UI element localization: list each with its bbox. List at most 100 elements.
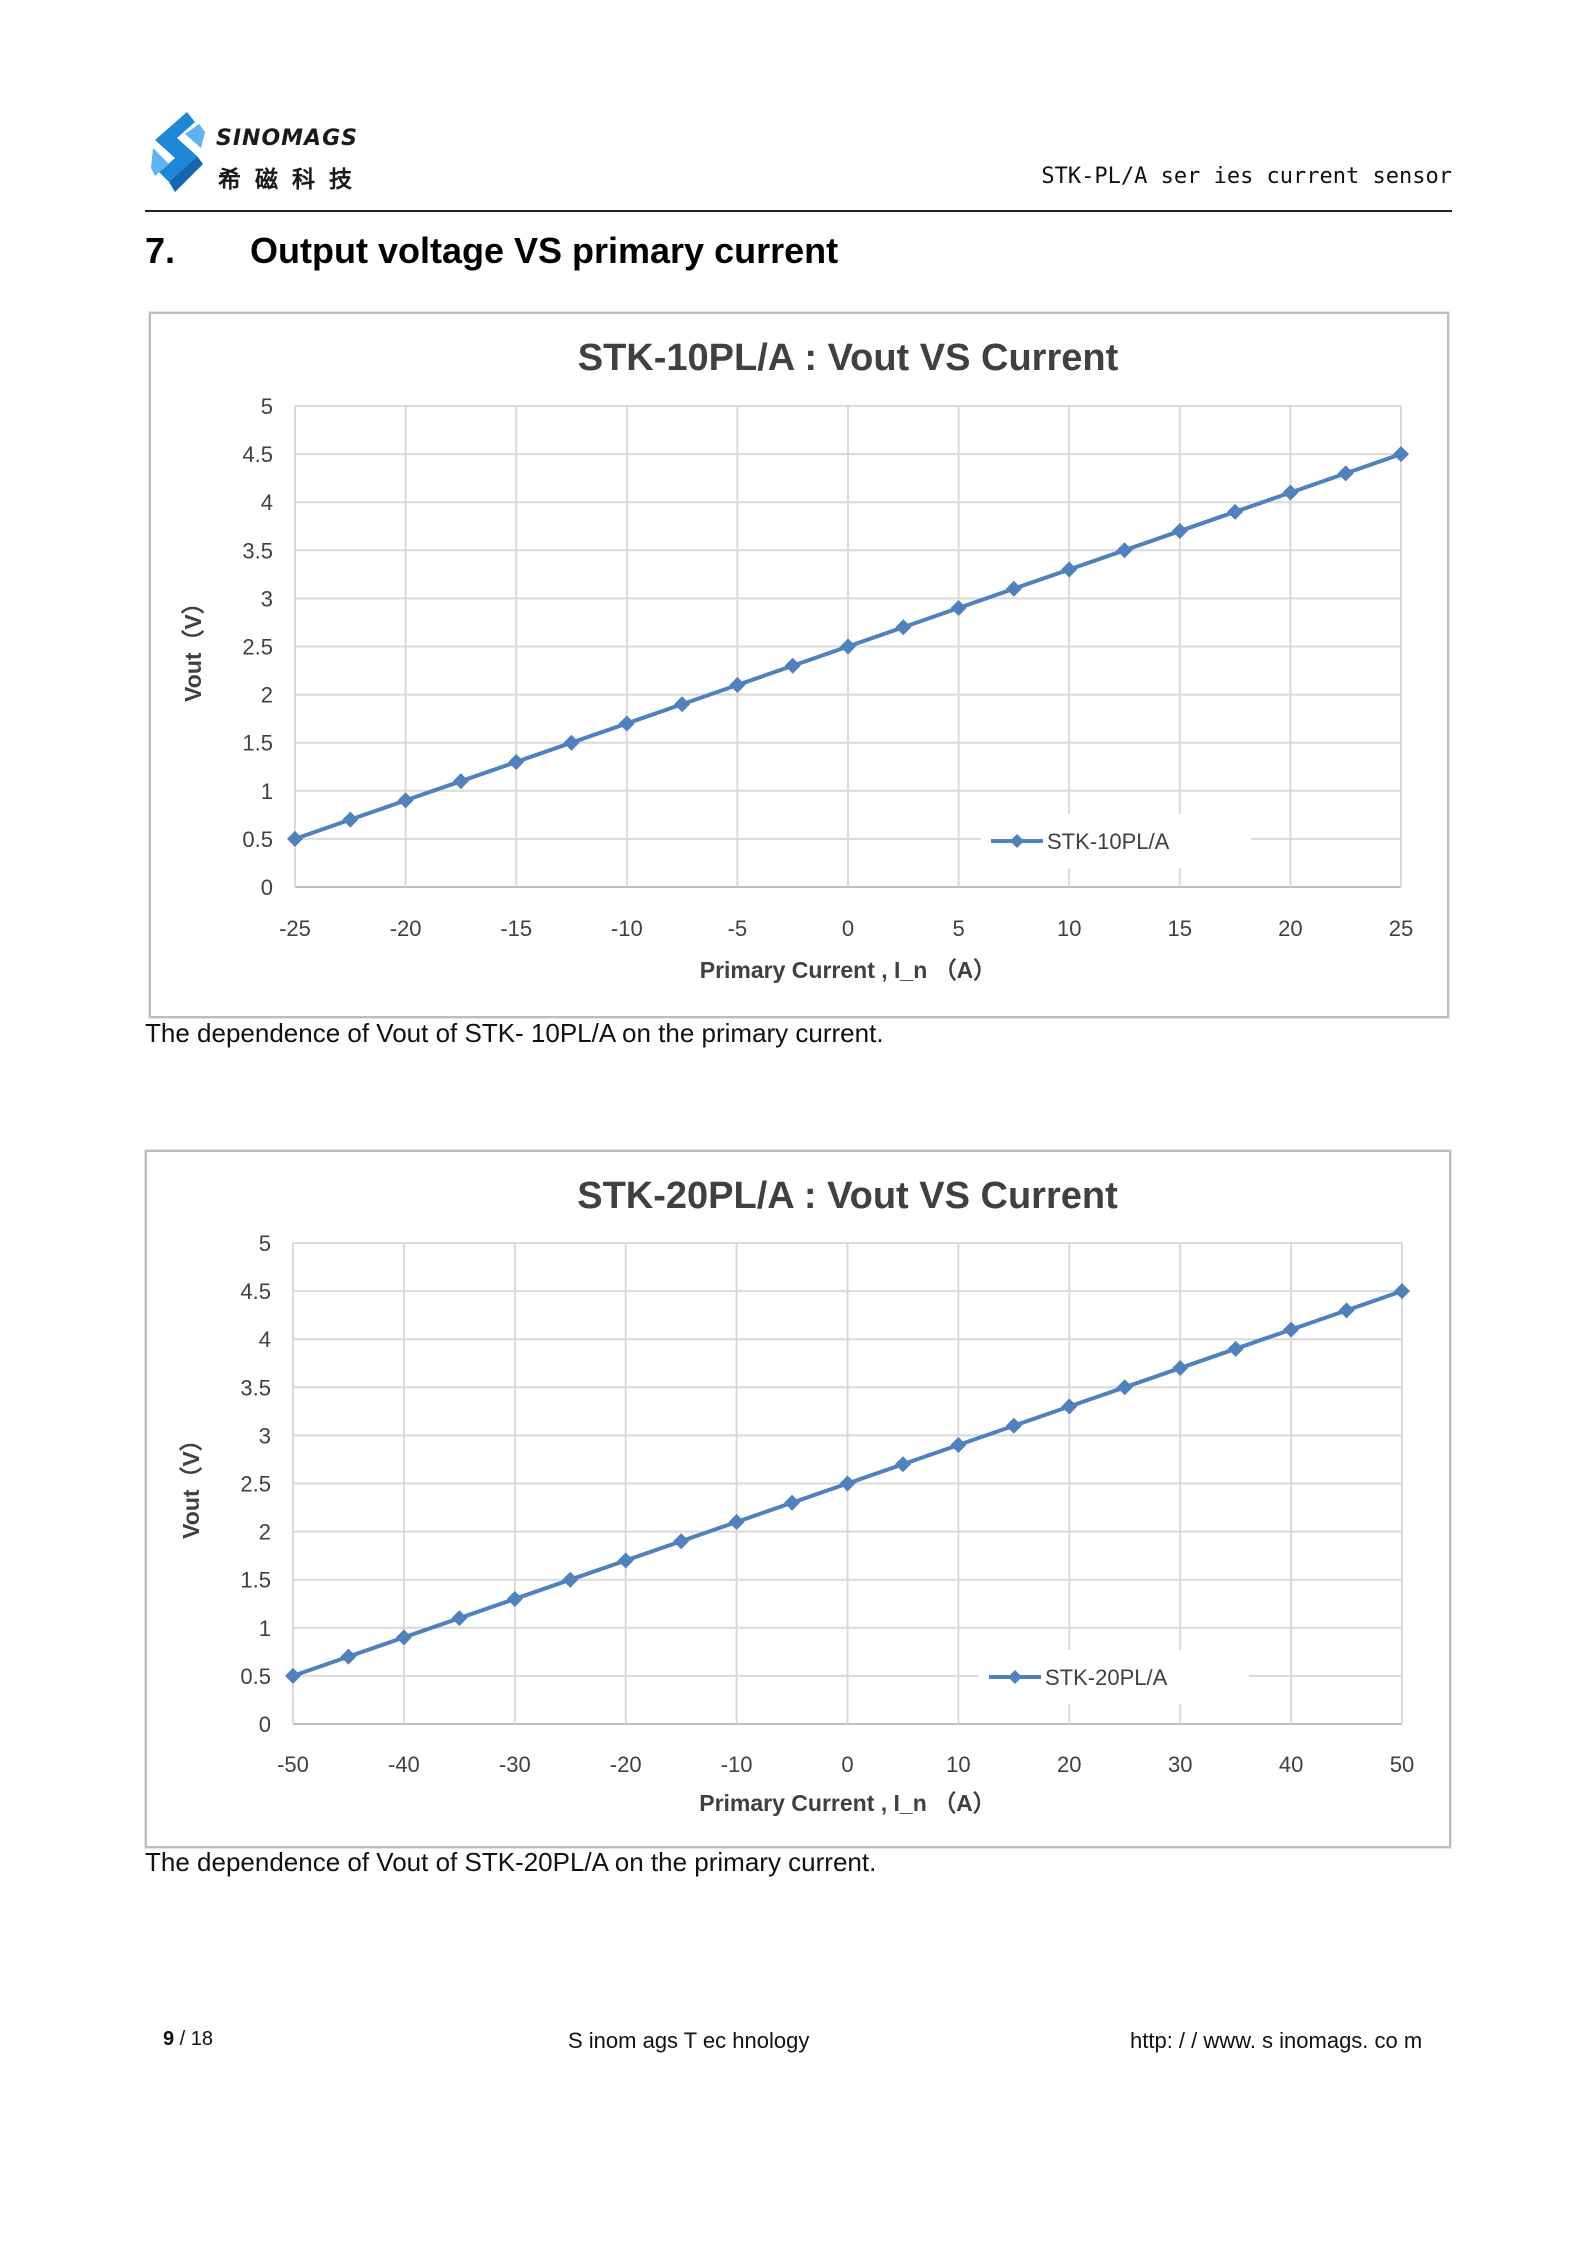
data-point — [452, 773, 469, 790]
data-point — [340, 1648, 357, 1665]
x-tick-label: -5 — [728, 916, 748, 941]
data-point — [728, 1513, 745, 1530]
x-tick-label: -50 — [277, 1752, 309, 1777]
chart-title: STK-20PL/A : Vout VS Current — [577, 1175, 1118, 1217]
x-tick-label: 10 — [1057, 916, 1081, 941]
data-point — [618, 715, 635, 732]
legend-label: STK-20PL/A — [1045, 1665, 1168, 1690]
x-tick-label: 0 — [841, 1752, 853, 1777]
data-point — [729, 676, 746, 693]
data-point — [674, 696, 691, 713]
chart-20pl-svg: STK-20PL/A : Vout VS Current 0 0.5 1 1.5 2 2.5… — [178, 1175, 1414, 1816]
y-tick-label: 3.5 — [242, 538, 273, 563]
y-tick-label: 4 — [259, 1327, 271, 1352]
x-tick-label: 50 — [1390, 1752, 1414, 1777]
y-tick-label: 0 — [261, 875, 273, 900]
data-point — [506, 1590, 523, 1607]
data-point — [563, 734, 580, 751]
data-point — [1227, 1340, 1244, 1357]
legend-swatch-marker — [1010, 834, 1024, 848]
x-tick-label: -10 — [611, 916, 643, 941]
data-point — [1171, 523, 1188, 540]
x-tick-label: 30 — [1168, 1752, 1192, 1777]
data-point — [508, 753, 525, 770]
data-point — [1283, 1321, 1300, 1338]
footer-url: http: / / www. s inomags. co m — [1130, 2028, 1423, 2053]
y-tick-label: 3 — [259, 1423, 271, 1448]
data-point — [1005, 1417, 1022, 1434]
data-point — [1061, 1398, 1078, 1415]
y-tick-label: 0.5 — [240, 1664, 271, 1689]
y-tick-label: 5 — [259, 1231, 271, 1256]
data-point — [673, 1533, 690, 1550]
x-tick-label: 20 — [1278, 916, 1302, 941]
y-tick-label: 5 — [261, 394, 273, 419]
chart-20pl: STK-20PL/A : Vout VS Current 0 0.5 1 1.5 2 2.5… — [145, 1150, 1451, 1848]
footer-company: S inom ags T ec hnology — [568, 2028, 810, 2053]
x-tick-label: 15 — [1168, 916, 1192, 941]
page-header: SINOMAGS 希磁科技 STK-PL/A ser ies current s… — [145, 108, 1452, 212]
legend-label: STK-10PL/A — [1047, 829, 1170, 854]
y-tick-label: 3.5 — [240, 1375, 271, 1400]
data-point — [1282, 484, 1299, 501]
data-point — [562, 1571, 579, 1588]
data-point — [840, 638, 856, 655]
x-tick-label: -10 — [721, 1752, 753, 1777]
page-number: 9 / 18 — [163, 2028, 213, 2051]
y-tick-label: 1.5 — [240, 1568, 271, 1593]
data-point — [1337, 465, 1354, 482]
logo-wordmark-cn: 希磁科技 — [218, 167, 366, 193]
chart-10pl-caption: The dependence of Vout of STK- 10PL/A on… — [145, 1018, 884, 1048]
data-point — [894, 1456, 911, 1473]
data-point — [395, 1629, 412, 1646]
data-point — [397, 792, 414, 809]
y-tick-label: 2.5 — [240, 1472, 271, 1497]
data-point — [839, 1475, 856, 1492]
data-point — [1172, 1360, 1189, 1377]
data-point — [1227, 503, 1244, 520]
data-point — [1116, 1379, 1133, 1396]
data-point — [287, 830, 303, 847]
section-number: 7. — [145, 230, 176, 271]
section-heading: 7. Output voltage VS primary current — [145, 230, 838, 272]
y-tick-label: 4.5 — [240, 1279, 271, 1304]
x-tick-label: -20 — [390, 916, 422, 941]
page-current: 9 — [163, 2028, 175, 2050]
y-tick-label: 2.5 — [242, 635, 273, 660]
data-point — [617, 1552, 634, 1569]
company-logo: SINOMAGS 希磁科技 — [145, 108, 385, 200]
data-point — [784, 657, 801, 674]
data-point — [1393, 446, 1409, 463]
y-tick-label: 3 — [261, 586, 273, 611]
x-tick-label: -20 — [610, 1752, 642, 1777]
data-point — [1116, 542, 1133, 559]
data-point — [1005, 580, 1022, 597]
y-axis-label: Vout（V） — [180, 591, 206, 702]
chart-title: STK-10PL/A : Vout VS Current — [578, 337, 1119, 379]
series-header-text: STK-PL/A ser ies current sensor — [1041, 164, 1452, 189]
data-point — [1394, 1283, 1410, 1300]
x-tick-label: -15 — [500, 916, 532, 941]
page-separator: / — [174, 2028, 191, 2050]
legend-swatch-marker — [1008, 1670, 1022, 1684]
logo-wordmark-en: SINOMAGS — [216, 126, 358, 151]
x-tick-label: -25 — [279, 916, 311, 941]
page-total: 18 — [190, 2028, 214, 2050]
data-point — [895, 619, 912, 636]
y-tick-label: 1.5 — [242, 731, 273, 756]
y-tick-label: 4.5 — [242, 442, 273, 467]
x-tick-label: 20 — [1057, 1752, 1081, 1777]
chart-10pl: STK-10PL/A : Vout VS Current 0 0.5 1 1.5 2 2.5… — [149, 312, 1449, 1018]
x-tick-label: -30 — [499, 1752, 531, 1777]
x-tick-label: 10 — [946, 1752, 970, 1777]
x-tick-label: 0 — [842, 916, 854, 941]
x-axis-label: Primary Current , I_n （A） — [699, 1790, 996, 1816]
x-tick-label: -40 — [388, 1752, 420, 1777]
y-tick-label: 1 — [259, 1616, 271, 1641]
y-tick-label: 0 — [259, 1712, 271, 1737]
x-tick-label: 5 — [952, 916, 964, 941]
data-point — [950, 1437, 967, 1454]
y-axis-label: Vout（V） — [178, 1428, 204, 1539]
sinomags-logo-icon — [151, 112, 205, 192]
x-axis-label: Primary Current , I_n （A） — [700, 957, 997, 983]
